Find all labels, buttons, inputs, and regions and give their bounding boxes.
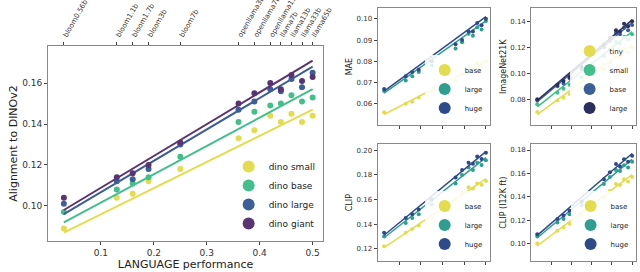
svg-text:large: large <box>611 222 629 230</box>
svg-text:bloom1.1b: bloom1.1b <box>115 2 141 39</box>
svg-text:base: base <box>611 203 628 211</box>
svg-text:small: small <box>610 67 629 75</box>
svg-text:0.08: 0.08 <box>357 58 373 66</box>
svg-text:0.20: 0.20 <box>357 147 373 155</box>
svg-text:0.09: 0.09 <box>357 37 373 45</box>
svg-text:0.16: 0.16 <box>510 170 526 178</box>
svg-text:large: large <box>465 222 483 230</box>
svg-text:Alignment to DINOv2: Alignment to DINOv2 <box>7 85 20 202</box>
svg-text:huge: huge <box>465 241 483 249</box>
svg-text:base: base <box>465 67 482 75</box>
svg-text:huge: huge <box>611 241 629 249</box>
svg-text:bloom7b: bloom7b <box>178 8 201 39</box>
svg-text:0.1: 0.1 <box>94 248 108 258</box>
svg-text:LANGUAGE performance: LANGUAGE performance <box>118 258 254 271</box>
svg-text:base: base <box>465 203 482 211</box>
svg-text:bloom1.7b: bloom1.7b <box>131 2 157 39</box>
svg-text:openllama3b: openllama3b <box>236 0 266 39</box>
svg-text:0.5: 0.5 <box>305 248 319 258</box>
svg-text:0.2: 0.2 <box>147 248 161 258</box>
svg-text:bloom3b: bloom3b <box>146 8 169 39</box>
svg-text:ImageNet21K: ImageNet21K <box>499 39 508 94</box>
svg-text:0.4: 0.4 <box>253 248 268 258</box>
svg-text:0.14: 0.14 <box>510 18 526 26</box>
svg-text:0.10: 0.10 <box>510 70 526 78</box>
svg-text:0.16: 0.16 <box>357 196 373 204</box>
svg-text:0.14: 0.14 <box>22 119 42 129</box>
svg-text:llama13b: llama13b <box>289 6 313 39</box>
svg-text:openllama13b: openllama13b <box>268 0 300 39</box>
svg-text:0.12: 0.12 <box>357 245 373 253</box>
svg-text:0.12: 0.12 <box>22 160 42 170</box>
svg-text:0.10: 0.10 <box>22 201 42 211</box>
svg-text:0.12: 0.12 <box>510 217 526 225</box>
svg-text:MAE: MAE <box>345 58 354 75</box>
svg-text:huge: huge <box>465 105 483 113</box>
svg-text:0.14: 0.14 <box>357 221 373 229</box>
svg-text:openllama7b: openllama7b <box>252 0 282 39</box>
svg-text:0.3: 0.3 <box>200 248 214 258</box>
svg-text:0.07: 0.07 <box>357 79 373 87</box>
svg-text:dino giant: dino giant <box>269 219 315 229</box>
svg-text:0.10: 0.10 <box>510 240 526 248</box>
svg-text:0.10: 0.10 <box>357 15 373 23</box>
svg-text:0.06: 0.06 <box>357 100 373 108</box>
svg-text:dino large: dino large <box>269 200 315 210</box>
svg-text:0.18: 0.18 <box>357 171 373 179</box>
svg-text:large: large <box>610 105 628 113</box>
svg-text:dino base: dino base <box>269 181 313 191</box>
svg-text:tiny: tiny <box>610 48 623 56</box>
svg-text:0.08: 0.08 <box>510 96 526 104</box>
svg-text:bloom0.56b: bloom0.56b <box>62 0 90 39</box>
svg-text:dino small: dino small <box>269 162 315 172</box>
svg-text:llama65b: llama65b <box>310 6 334 39</box>
svg-text:llama7b: llama7b <box>279 10 300 39</box>
svg-text:0.16: 0.16 <box>22 78 42 88</box>
svg-text:llama33b: llama33b <box>300 6 324 39</box>
svg-text:base: base <box>610 86 627 94</box>
svg-text:0.12: 0.12 <box>510 44 526 52</box>
svg-text:CLIP (I12K ft): CLIP (I12K ft) <box>499 177 508 229</box>
svg-text:0.18: 0.18 <box>510 146 526 154</box>
svg-text:0.14: 0.14 <box>510 193 526 201</box>
svg-text:large: large <box>465 86 483 94</box>
svg-text:CLIP: CLIP <box>345 194 354 211</box>
